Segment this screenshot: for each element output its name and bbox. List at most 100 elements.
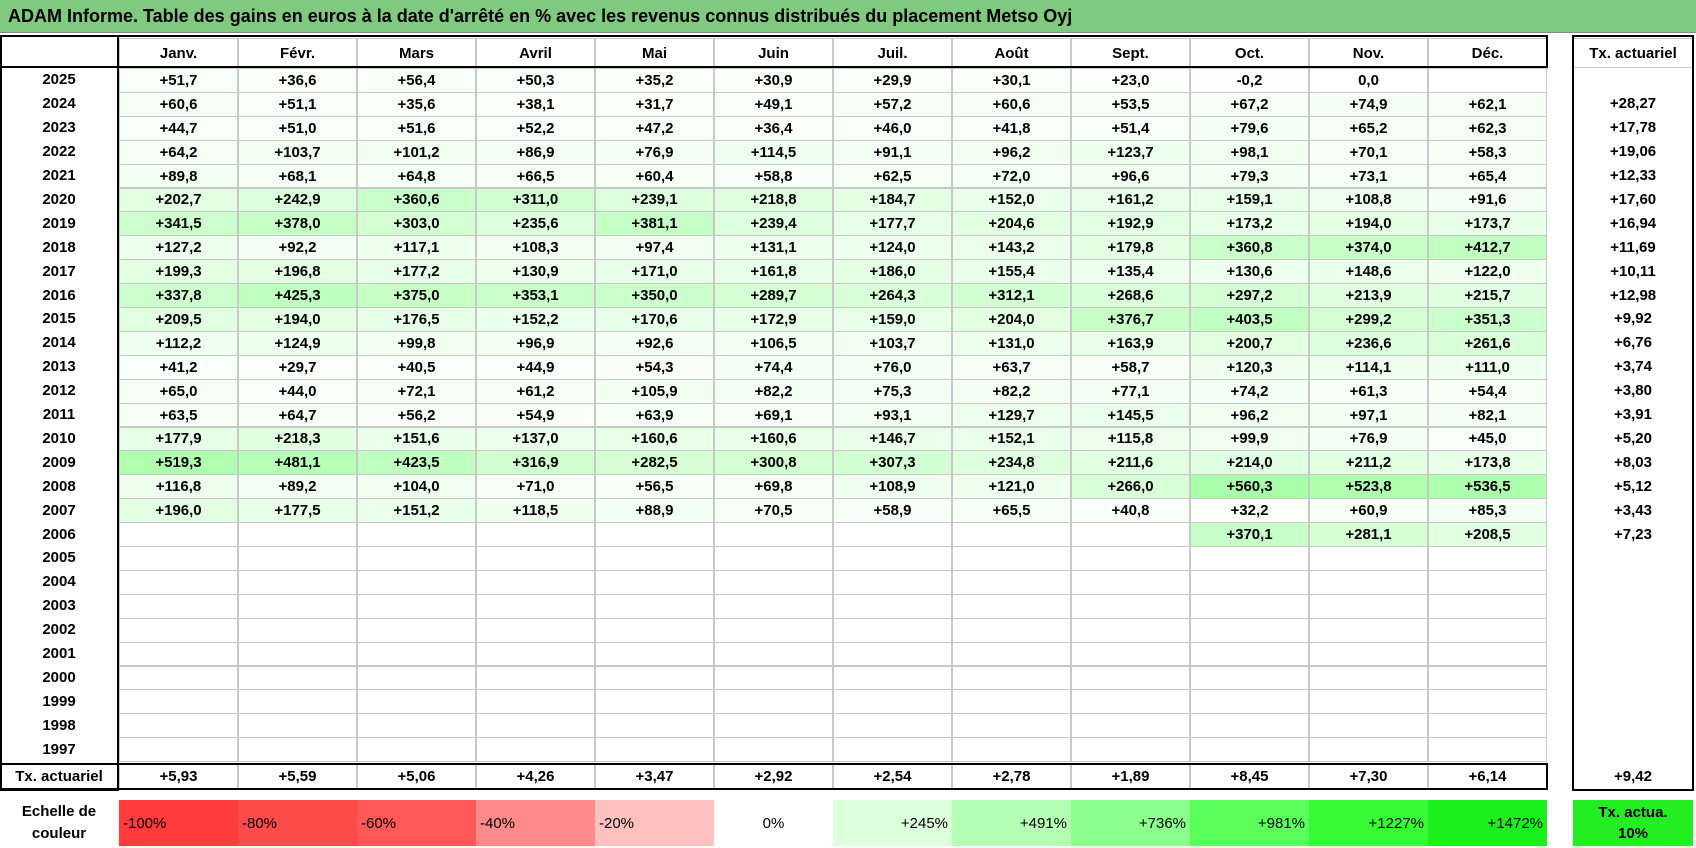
year: 2013	[42, 358, 76, 376]
cell: +160,6	[595, 426, 714, 452]
cell	[714, 522, 833, 547]
year: 2002	[42, 621, 76, 639]
cell	[476, 593, 595, 619]
cell	[476, 689, 595, 715]
year: 2020	[42, 190, 76, 208]
cell: +91,1	[833, 139, 952, 165]
cell	[714, 713, 833, 739]
cell	[833, 522, 952, 547]
cell: +111,0	[1428, 354, 1547, 380]
cell: +161,8	[714, 259, 833, 285]
cell: +51,4	[1071, 115, 1190, 141]
cell: +40,8	[1071, 498, 1190, 524]
cell	[1071, 665, 1190, 691]
cell	[357, 617, 476, 643]
cell: +264,3	[833, 283, 952, 308]
year: 2018	[42, 238, 76, 256]
cell: +214,0	[1190, 450, 1309, 476]
cell: +116,8	[119, 474, 238, 500]
cell	[1428, 713, 1547, 739]
cell: +58,7	[1071, 354, 1190, 380]
cell: +73,1	[1309, 163, 1428, 189]
cell	[238, 522, 357, 547]
rate-cell: +3,80	[1614, 382, 1652, 400]
cell: +211,2	[1309, 450, 1428, 476]
cell: +92,2	[238, 235, 357, 261]
cell	[1309, 617, 1428, 643]
rate-cell	[1573, 713, 1693, 737]
cell	[1309, 546, 1428, 571]
rate-cell: +3,91	[1614, 406, 1652, 424]
cell: +143,2	[952, 235, 1071, 261]
cell: +96,2	[952, 139, 1071, 165]
cell: +112,2	[119, 330, 238, 356]
cell	[1190, 713, 1309, 739]
rate-cell: +3,74	[1614, 358, 1652, 376]
cell: +425,3	[238, 283, 357, 308]
scale-rate: Tx. actua. 10%	[1573, 800, 1693, 846]
cell: +239,1	[595, 187, 714, 213]
cell: +159,1	[1190, 187, 1309, 213]
rate-cell: +28,27	[1609, 95, 1657, 113]
rate-cell	[1573, 689, 1693, 713]
cell: +307,3	[833, 450, 952, 476]
cell	[595, 617, 714, 643]
cell: +75,3	[833, 378, 952, 404]
cell: +177,7	[833, 211, 952, 237]
cell	[476, 522, 595, 547]
cell: +152,2	[476, 307, 595, 332]
cell: +108,3	[476, 235, 595, 261]
cell: +53,5	[1071, 91, 1190, 117]
cell: +70,1	[1309, 139, 1428, 165]
column-header: Mai	[595, 38, 714, 68]
cell: +76,9	[595, 139, 714, 165]
footer-cell: +5,59	[238, 763, 357, 791]
cell: +423,5	[357, 450, 476, 476]
cell: +208,5	[1428, 522, 1547, 547]
cell	[1190, 569, 1309, 595]
year: 2024	[42, 95, 76, 113]
scale-step: -100%	[119, 800, 238, 846]
cell: +213,9	[1309, 283, 1428, 308]
rate-cell: +5,20	[1614, 429, 1652, 447]
cell: +173,7	[1428, 211, 1547, 237]
cell	[714, 546, 833, 571]
column-header: Juin	[714, 38, 833, 68]
cell: +82,1	[1428, 402, 1547, 428]
cell: +51,0	[238, 115, 357, 141]
cell	[119, 569, 238, 595]
cell: +560,3	[1190, 474, 1309, 500]
scale-step: -40%	[476, 800, 595, 846]
cell: +341,5	[119, 211, 238, 237]
cell	[833, 569, 952, 595]
cell: +412,7	[1428, 235, 1547, 261]
cell: +72,1	[357, 378, 476, 404]
cell: +242,9	[238, 187, 357, 213]
cell	[833, 593, 952, 619]
cell: +105,9	[595, 378, 714, 404]
cell	[1190, 689, 1309, 715]
cell	[1309, 569, 1428, 595]
cell: +30,1	[952, 68, 1071, 93]
rate-cell: +17,60	[1609, 190, 1657, 208]
scale-step: -80%	[238, 800, 357, 846]
cell	[595, 689, 714, 715]
cell	[119, 546, 238, 571]
cell: +124,9	[238, 330, 357, 356]
year: 2023	[42, 119, 76, 137]
cell: +374,0	[1309, 235, 1428, 261]
cell: +266,0	[1071, 474, 1190, 500]
year: 2000	[42, 668, 76, 686]
cell: +184,7	[833, 187, 952, 213]
cell	[357, 689, 476, 715]
cell: +159,0	[833, 307, 952, 332]
scale-step: -60%	[357, 800, 476, 846]
cell	[833, 546, 952, 571]
cell: +176,5	[357, 307, 476, 332]
cell	[714, 641, 833, 667]
cell: +152,0	[952, 187, 1071, 213]
cell	[595, 569, 714, 595]
cell: +151,6	[357, 426, 476, 452]
cell	[952, 522, 1071, 547]
cell: +72,0	[952, 163, 1071, 189]
